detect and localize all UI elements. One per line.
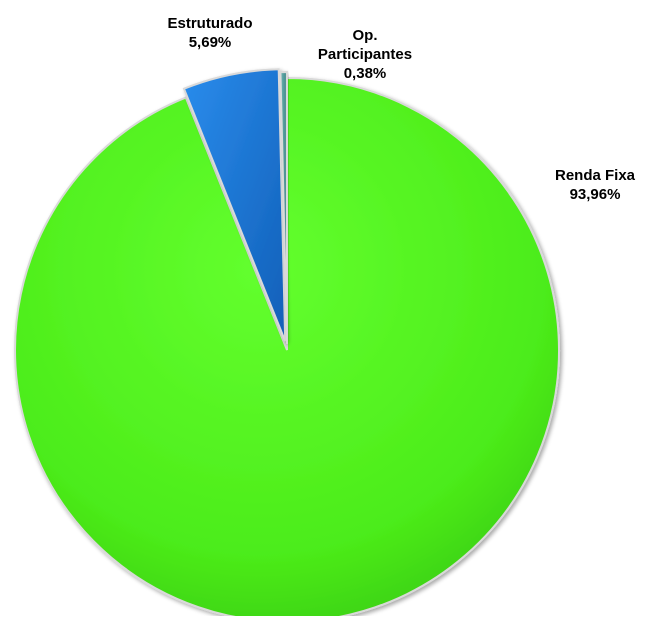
pie-slices (14, 68, 560, 621)
pie-labels: Renda Fixa 93,96% Estruturado 5,69% Op. Parti… (167, 15, 635, 203)
slice-estruturado (182, 68, 287, 342)
slice-op-participantes (279, 71, 288, 345)
label-estruturado: Estruturado 5,69% (167, 15, 252, 51)
data-label-renda-fixa: Renda Fixa 93,96% (555, 167, 636, 203)
label-renda-fixa: Renda Fixa 93,96% (555, 167, 636, 203)
label-op-participantes: Op. Participantes 0,38% (318, 27, 412, 82)
data-label-op-participantes: Op. Participantes 0,38% (318, 27, 412, 82)
data-label-estruturado: Estruturado 5,69% (167, 15, 252, 51)
